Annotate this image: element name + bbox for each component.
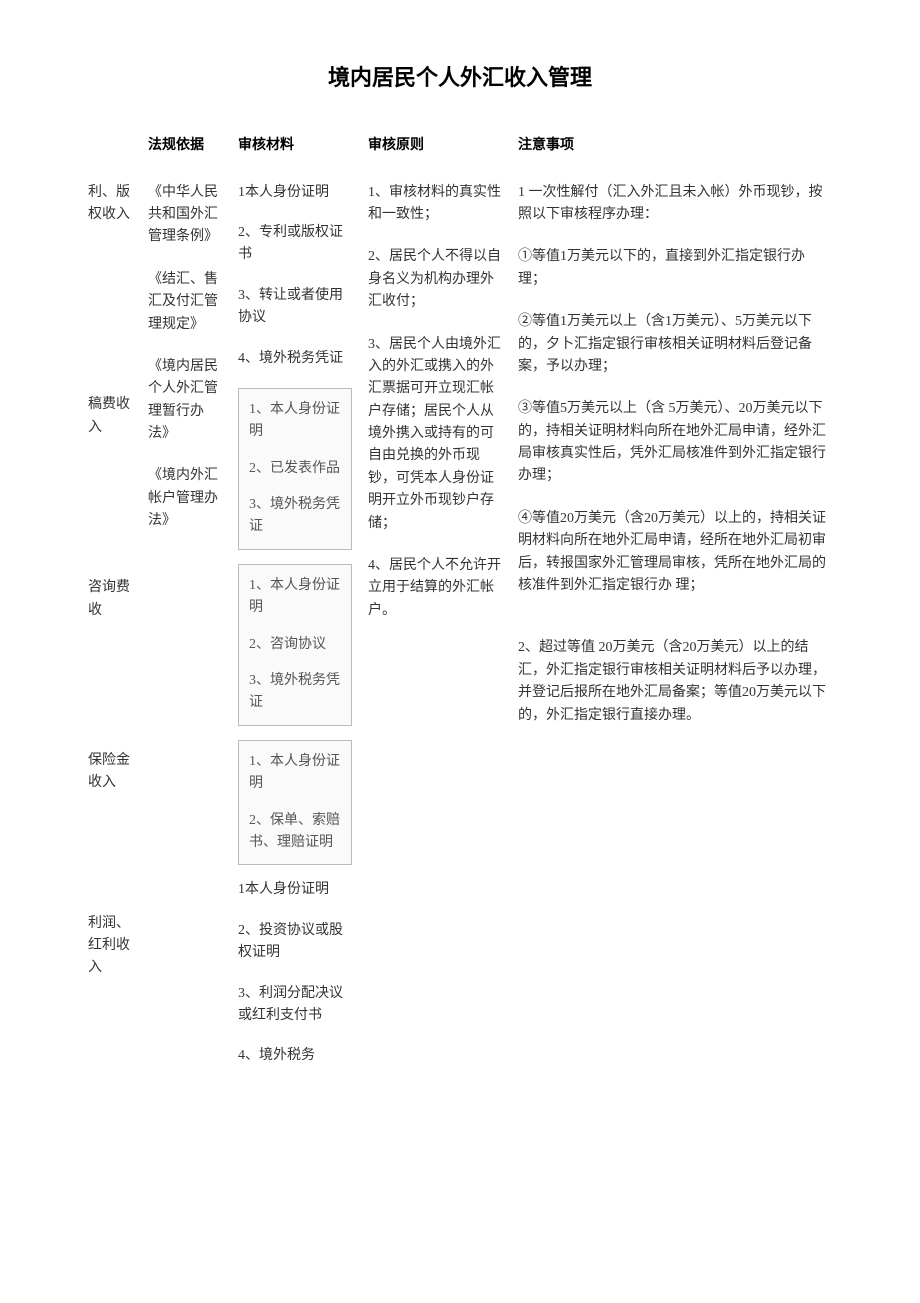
material-item: 1、本人身份证明 [249,751,341,796]
header-type [80,135,140,157]
note-item: 1 一次性解付（汇入外汇且未入帐）外币现钞，按照以下审核程序办理： [518,182,832,227]
basis-item: 《境内外汇帐户管理办法》 [148,465,222,532]
type-item: 咨询费收 [88,577,132,622]
type-item: 稿费收入 [88,394,132,439]
basis-item: 《境内居民个人外汇管理暂行办法》 [148,356,222,446]
material-item: 2、专利或版权证书 [238,222,352,267]
note-item: 2、超过等值 20万美元（含20万美元）以上的结汇，外汇指定银行审核相关证明材料… [518,637,832,727]
material-item: 1本人身份证明 [238,879,352,901]
material-item: 2、咨询协议 [249,634,341,656]
principle-item: 3、居民个人由境外汇入的外汇或携入的外汇票据可开立现汇帐户存储；居民个人从境外携… [368,334,502,536]
header-materials: 审核材料 [230,135,360,157]
note-item: ④等值20万美元（含20万美元）以上的，持相关证明材料向所在地外汇局申请，经所在… [518,508,832,598]
material-group: 1、本人身份证明 2、保单、索赔书、理赔证明 [238,740,352,866]
principle-item: 4、居民个人不允许开立用于结算的外汇帐户。 [368,555,502,622]
header-basis: 法规依据 [140,135,230,157]
table-header: 法规依据 审核材料 审核原则 注意事项 [80,135,840,157]
basis-item: 《结汇、售汇及付汇管理规定》 [148,269,222,336]
notes-column: 1 一次性解付（汇入外汇且未入帐）外币现钞，按照以下审核程序办理： ①等值1万美… [510,182,840,1086]
type-item: 保险金收入 [88,750,132,795]
material-item: 1本人身份证明 [238,182,352,204]
page-title: 境内居民个人外汇收入管理 [80,60,840,95]
material-group: 1、本人身份证明 2、咨询协议 3、境外税务凭证 [238,564,352,726]
principles-column: 1、审核材料的真实性和一致性； 2、居民个人不得以自身名义为机构办理外汇收付； … [360,182,510,1086]
material-item: 3、境外税务凭证 [249,494,341,539]
note-item: ③等值5万美元以上（含 5万美元）、20万美元以下的，持相关证明材料向所在地外汇… [518,398,832,488]
material-item: 3、境外税务凭证 [249,670,341,715]
note-item: ①等值1万美元以下的，直接到外汇指定银行办理； [518,246,832,291]
note-item: ②等值1万美元以上（含1万美元）、5万美元以下的，夕卜汇指定银行审核相关证明材料… [518,311,832,378]
material-item: 3、转让或者使用协议 [238,285,352,330]
principle-item: 1、审核材料的真实性和一致性； [368,182,502,227]
material-item: 4、境外税务凭证 [238,348,352,370]
header-principles: 审核原则 [360,135,510,157]
header-notes: 注意事项 [510,135,840,157]
material-item: 3、利润分配决议或红利支付书 [238,983,352,1028]
type-item: 利、版权收入 [88,182,132,227]
principle-item: 2、居民个人不得以自身名义为机构办理外汇收付； [368,246,502,313]
type-item: 利润、红利收入 [88,913,132,980]
material-item: 4、境外税务 [238,1045,352,1067]
material-item: 2、投资协议或股权证明 [238,920,352,965]
material-item: 1、本人身份证明 [249,399,341,444]
basis-column: 《中华人民共和国外汇管理条例》 《结汇、售汇及付汇管理规定》 《境内居民个人外汇… [140,182,230,1086]
materials-column: 1本人身份证明 2、专利或版权证书 3、转让或者使用协议 4、境外税务凭证 1、… [230,182,360,1086]
table-body: 利、版权收入 稿费收入 咨询费收 保险金收入 利润、红利收入 《中华人民共和国外… [80,182,840,1086]
material-item: 2、已发表作品 [249,458,341,480]
material-item: 2、保单、索赔书、理赔证明 [249,810,341,855]
basis-item: 《中华人民共和国外汇管理条例》 [148,182,222,249]
type-column: 利、版权收入 稿费收入 咨询费收 保险金收入 利润、红利收入 [80,182,140,1086]
material-group: 1、本人身份证明 2、已发表作品 3、境外税务凭证 [238,388,352,550]
material-item: 1、本人身份证明 [249,575,341,620]
